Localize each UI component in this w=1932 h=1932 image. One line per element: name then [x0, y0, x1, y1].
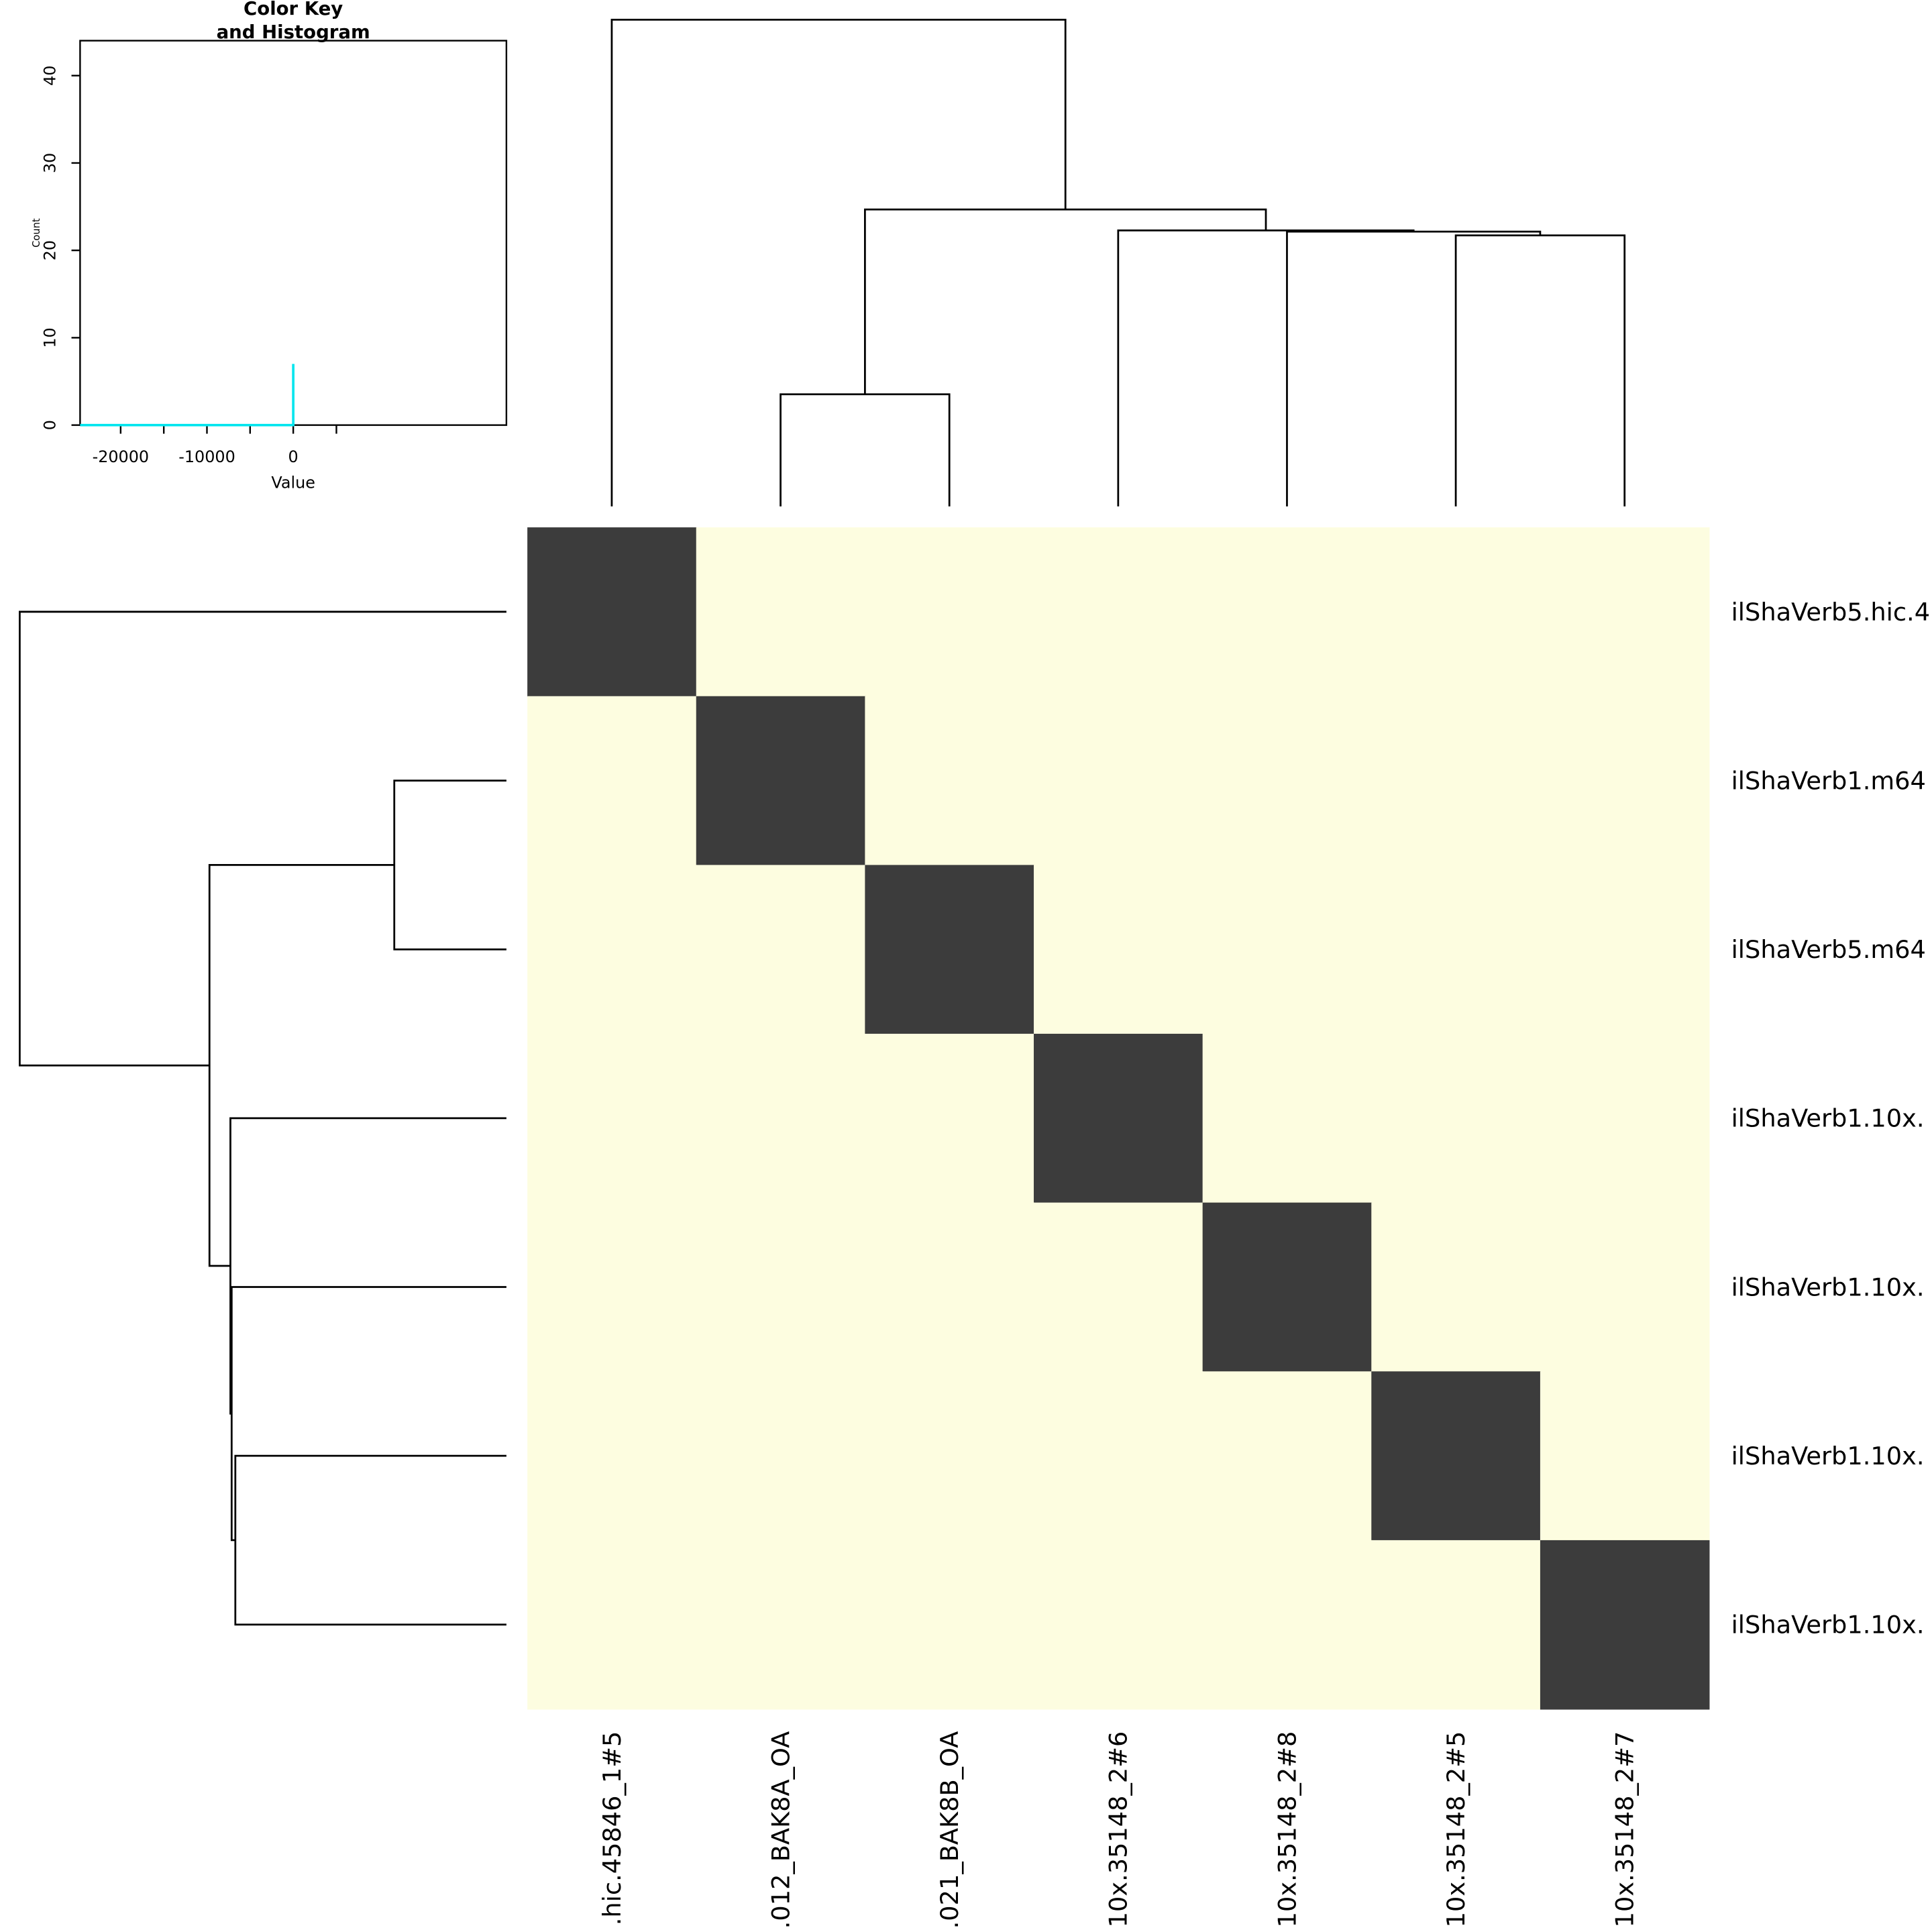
column-label: .021_BAK8B_OA	[935, 1731, 964, 1929]
heatmap-cell	[696, 527, 866, 697]
heatmap-cell	[696, 1540, 866, 1710]
key-title: Color Key	[244, 0, 343, 19]
column-label: .012_BAK8A_OA	[766, 1731, 795, 1929]
heatmap-cell	[527, 1371, 697, 1541]
y-tick-label: 20	[41, 240, 60, 260]
heatmap-cell	[865, 1034, 1034, 1203]
row-dendrogram	[230, 1286, 506, 1542]
heatmap-cell	[1202, 696, 1373, 866]
heatmap-cell	[865, 696, 1034, 866]
heatmap-cell	[1371, 865, 1541, 1034]
heatmap-cell	[1202, 527, 1373, 697]
heatmap-cell	[1034, 1034, 1203, 1203]
heatmap-cell	[865, 865, 1034, 1034]
x-tick-label: -10000	[178, 447, 235, 466]
heatmap-cell	[1540, 527, 1710, 697]
heatmap-cell	[1540, 1371, 1710, 1541]
heatmap-cell	[527, 696, 697, 866]
y-tick-label: 40	[41, 66, 60, 86]
heatmap-cell	[1371, 1371, 1541, 1541]
heatmap-cell	[527, 1540, 697, 1710]
column-label: .hic.45846_1#5	[598, 1731, 627, 1926]
heatmap-cell	[865, 1202, 1034, 1373]
column-dendrogram	[864, 208, 1267, 394]
heatmap-cell	[1540, 1202, 1710, 1373]
heatmap-cell	[865, 1540, 1034, 1710]
column-label: 10x.35148_2#6	[1104, 1731, 1133, 1928]
histogram-line	[80, 364, 294, 427]
heatmap-cell	[1371, 1202, 1541, 1373]
row-dendrogram	[393, 780, 506, 951]
heatmap-cell	[1371, 527, 1541, 697]
heatmap-cell	[1034, 527, 1203, 697]
heatmap-cell	[1202, 1034, 1373, 1203]
y-tick-label: 10	[41, 327, 60, 347]
heatmap-cell	[696, 865, 866, 1034]
heatmap-cell	[1540, 696, 1710, 866]
heatmap-cell	[1034, 696, 1203, 866]
heatmap-cell	[1540, 1540, 1710, 1710]
heatmap-cell	[1034, 1540, 1203, 1710]
x-tick-label: 0	[288, 447, 299, 466]
column-label: 10x.35148_2#7	[1611, 1731, 1640, 1928]
row-label: ilShaVerb5.hic.4	[1731, 598, 1930, 627]
heatmap-cell	[1034, 865, 1203, 1034]
row-dendrogram	[229, 1117, 506, 1415]
heatmap-cell	[1034, 1371, 1203, 1541]
heatmap-cell	[696, 1371, 866, 1541]
column-label: 10x.35148_2#8	[1273, 1731, 1301, 1928]
column-dendrogram	[1286, 230, 1542, 506]
row-label: ilShaVerb1.10x.	[1731, 1104, 1925, 1133]
column-dendrogram	[1117, 229, 1415, 506]
heatmap-cell	[1034, 1202, 1203, 1373]
row-label: ilShaVerb1.m64	[1731, 766, 1926, 795]
heatmap-cell	[1202, 1540, 1373, 1710]
heatmap-cell	[527, 1034, 697, 1203]
heatmap-cell	[1202, 1202, 1373, 1373]
heatmap-cell	[1371, 1034, 1541, 1203]
heatmap-cell	[1202, 865, 1373, 1034]
y-tick-label: 30	[41, 153, 60, 173]
heatmap-cell	[1540, 1034, 1710, 1203]
heatmap-cell	[527, 527, 697, 697]
column-label: 10x.35148_2#5	[1442, 1731, 1470, 1928]
x-axis-label: Value	[271, 473, 315, 492]
heatmap-cell	[527, 865, 697, 1034]
heatmap-cell	[696, 1034, 866, 1203]
y-tick-label: 0	[41, 420, 60, 430]
heatmap-cell	[527, 1202, 697, 1373]
heatmap-cell	[1202, 1371, 1373, 1541]
heatmap-cell	[696, 1202, 866, 1373]
heatmap-cell	[1540, 865, 1710, 1034]
y-axis-label: Count	[31, 218, 42, 248]
color-key: Color Key and Histogram Value Count	[31, 0, 508, 492]
heatmap-cell	[865, 1371, 1034, 1541]
dendrograms	[19, 19, 1626, 1626]
row-dendrogram	[19, 610, 506, 1067]
heatmap-cell	[1371, 696, 1541, 866]
row-dendrogram	[234, 1454, 506, 1626]
heatmap-cell	[696, 696, 866, 866]
column-dendrogram	[610, 19, 1067, 506]
row-label: ilShaVerb1.10x.	[1731, 1273, 1925, 1301]
column-dendrogram	[1454, 234, 1626, 506]
row-label: ilShaVerb1.10x.	[1731, 1611, 1925, 1640]
x-tick-label: -20000	[93, 447, 150, 466]
heatmap-cell	[865, 527, 1034, 697]
heatmap-cell	[1371, 1540, 1541, 1710]
row-dendrogram	[208, 864, 394, 1267]
row-label: ilShaVerb5.m64	[1731, 935, 1926, 964]
column-dendrogram	[780, 393, 951, 506]
row-label: ilShaVerb1.10x.	[1731, 1442, 1925, 1470]
key-title: and Histogram	[217, 21, 370, 43]
